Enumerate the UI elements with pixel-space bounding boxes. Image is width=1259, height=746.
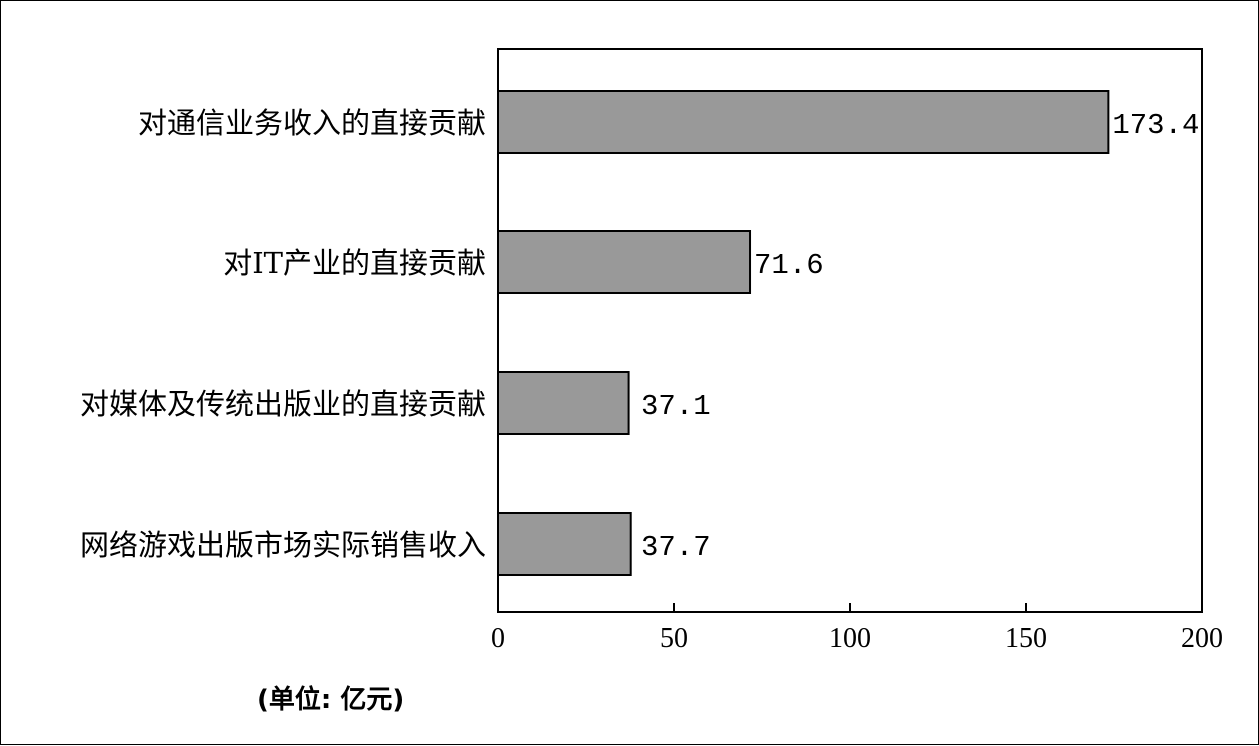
bar [497, 371, 630, 435]
bars-layer: 对通信业务收入的直接贡献 173.4 对IT产业的直接贡献 71.6 对媒体及传统出版业… [80, 90, 1199, 576]
bar [497, 90, 1110, 154]
value-label: 173.4 [1112, 109, 1199, 142]
unit-note: (单位: 亿元) [257, 685, 405, 715]
value-label: 37.7 [641, 531, 711, 564]
bar [497, 230, 752, 294]
category-label: 对IT产业的直接贡献 [223, 246, 486, 280]
x-tick-label: 50 [660, 623, 688, 654]
category-label: 对通信业务收入的直接贡献 [138, 106, 486, 140]
x-axis: 0 50 100 150 200 [491, 603, 1223, 654]
category-label: 对媒体及传统出版业的直接贡献 [80, 387, 486, 421]
x-tick-label: 100 [829, 623, 871, 654]
x-tick-label: 0 [491, 623, 505, 654]
value-label: 71.6 [754, 249, 824, 282]
x-tick-label: 150 [1005, 623, 1047, 654]
category-label: 网络游戏出版市场实际销售收入 [80, 528, 486, 562]
bar [497, 512, 632, 576]
value-label: 37.1 [641, 390, 711, 423]
x-tick-label: 200 [1181, 623, 1223, 654]
